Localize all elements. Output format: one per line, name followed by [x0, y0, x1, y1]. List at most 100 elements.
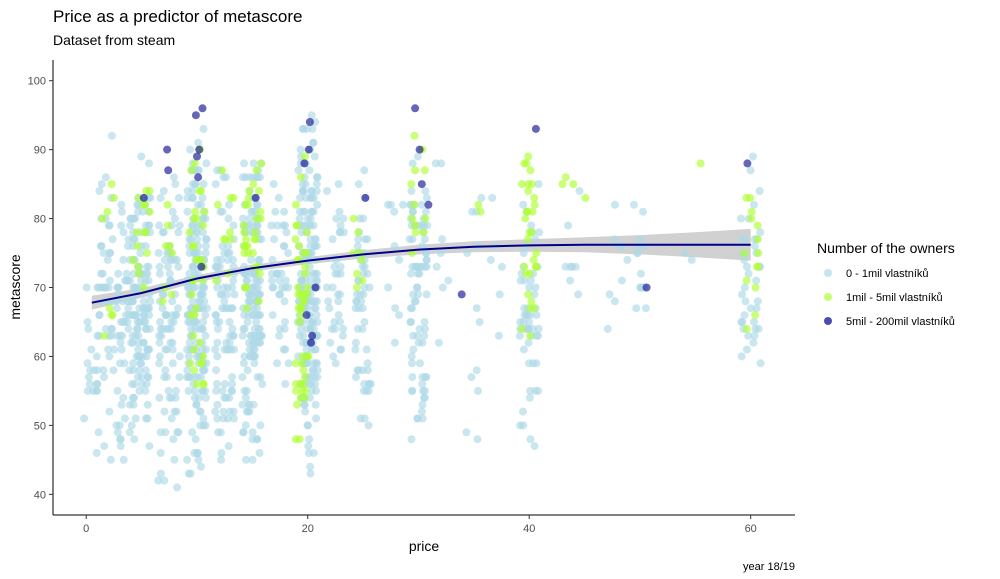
- data-point: [413, 152, 422, 161]
- data-point: [636, 283, 645, 292]
- data-point: [696, 159, 705, 168]
- data-point: [202, 159, 211, 168]
- data-point: [196, 407, 204, 416]
- data-point: [110, 345, 119, 354]
- data-point: [408, 373, 417, 382]
- data-point: [141, 221, 150, 230]
- data-point: [155, 393, 164, 402]
- data-point: [473, 435, 482, 444]
- data-point: [254, 187, 263, 195]
- data-point: [197, 462, 205, 471]
- data-point: [239, 221, 248, 230]
- data-point: [463, 249, 472, 257]
- data-point: [222, 304, 231, 313]
- data-point: [141, 228, 150, 237]
- data-point: [528, 207, 537, 216]
- data-point: [279, 221, 288, 230]
- data-point: [158, 290, 167, 299]
- data-point: [201, 242, 210, 251]
- data-point: [517, 324, 526, 333]
- data-point: [222, 290, 231, 299]
- data-point: [520, 276, 529, 285]
- data-point: [296, 393, 305, 402]
- y-tick-label: 40: [34, 489, 46, 501]
- data-point: [93, 331, 102, 340]
- data-point: [353, 242, 362, 251]
- data-point: [119, 393, 128, 402]
- data-point: [128, 393, 137, 402]
- data-point: [191, 180, 200, 189]
- data-point: [84, 324, 93, 333]
- data-point: [192, 304, 201, 313]
- data-point: [422, 255, 431, 264]
- data-point: [301, 407, 310, 416]
- data-point: [358, 366, 367, 375]
- data-point: [335, 207, 344, 216]
- data-point: [168, 207, 177, 216]
- data-point: [97, 180, 106, 189]
- data-point: [532, 249, 541, 257]
- data-point: [154, 476, 163, 485]
- data-point: [156, 193, 165, 202]
- data-point: [245, 214, 254, 223]
- data-point: [419, 228, 428, 237]
- data-point: [295, 242, 304, 251]
- data-point: [108, 235, 117, 244]
- data-point: [534, 180, 543, 189]
- data-point: [141, 366, 150, 375]
- data-point: [133, 324, 142, 333]
- data-point: [127, 421, 136, 430]
- data-point: [135, 386, 144, 395]
- data-point: [107, 324, 116, 333]
- data-point: [97, 242, 106, 251]
- data-point: [754, 324, 763, 333]
- data-point: [311, 304, 320, 313]
- data-point: [97, 269, 106, 278]
- data-point: [256, 214, 265, 223]
- data-point: [414, 338, 423, 347]
- data-point: [351, 345, 360, 354]
- x-tick-label: 60: [745, 523, 757, 535]
- data-point: [99, 366, 108, 375]
- data-point: [413, 414, 422, 423]
- data-point: [229, 331, 238, 340]
- data-point: [172, 407, 181, 416]
- data-point: [251, 331, 260, 340]
- data-point: [136, 359, 145, 368]
- data-point: [530, 442, 539, 451]
- data-point: [255, 269, 264, 278]
- data-point: [213, 352, 222, 361]
- data-point: [145, 442, 154, 451]
- data-point: [420, 235, 429, 244]
- data-point: [215, 262, 224, 271]
- data-point: [165, 269, 174, 278]
- data-point: [185, 269, 194, 278]
- data-point: [519, 249, 528, 257]
- data-point: [87, 345, 96, 354]
- data-point: [295, 318, 304, 326]
- data-point: [390, 207, 399, 216]
- data-point: [417, 200, 426, 209]
- data-point: [736, 214, 745, 223]
- data-point: [304, 442, 313, 451]
- data-point: [187, 324, 196, 333]
- data-point: [407, 435, 416, 444]
- data-point: [139, 297, 148, 306]
- data-point: [304, 449, 313, 457]
- data-point: [292, 386, 300, 395]
- data-point: [406, 304, 415, 313]
- data-point: [639, 207, 648, 216]
- data-point: [395, 311, 404, 320]
- data-point: [680, 249, 689, 257]
- data-point: [145, 187, 154, 195]
- data-point: [155, 359, 164, 368]
- data-point: [107, 131, 116, 140]
- data-point: [105, 304, 114, 313]
- data-point: [312, 386, 320, 395]
- data-point: [144, 373, 153, 382]
- data-point: [411, 228, 420, 237]
- data-point: [364, 421, 373, 430]
- data-point: [160, 407, 169, 416]
- data-point: [155, 262, 164, 271]
